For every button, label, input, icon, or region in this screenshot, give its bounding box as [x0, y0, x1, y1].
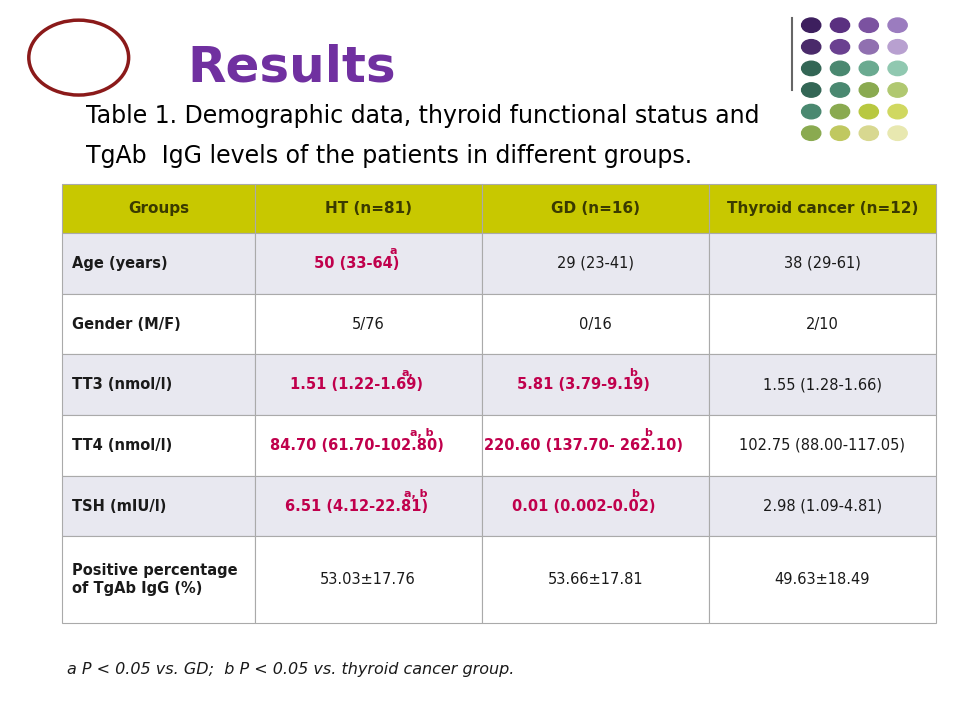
Circle shape: [888, 61, 907, 76]
Bar: [708, 294, 936, 354]
Bar: [254, 184, 482, 233]
Text: 1.51 (1.22-1.69): 1.51 (1.22-1.69): [290, 377, 423, 392]
Bar: [482, 184, 708, 233]
Bar: [62, 354, 254, 415]
Bar: [482, 233, 708, 294]
Bar: [254, 415, 482, 476]
Text: Gender (M/F): Gender (M/F): [72, 317, 180, 331]
Text: b: b: [629, 367, 637, 377]
Text: 6.51 (4.12-22.81): 6.51 (4.12-22.81): [285, 499, 428, 513]
Bar: [62, 415, 254, 476]
Circle shape: [859, 40, 878, 54]
Bar: [254, 536, 482, 623]
Bar: [708, 536, 936, 623]
Circle shape: [859, 61, 878, 76]
Text: b: b: [632, 489, 639, 499]
Bar: [62, 476, 254, 536]
Text: a: a: [390, 246, 396, 256]
Bar: [482, 415, 708, 476]
Text: Groups: Groups: [128, 201, 189, 216]
Text: 5/76: 5/76: [351, 317, 385, 331]
Text: 2/10: 2/10: [806, 317, 839, 331]
Bar: [482, 294, 708, 354]
Bar: [62, 184, 254, 233]
Text: 29 (23-41): 29 (23-41): [557, 256, 634, 271]
Text: 84.70 (61.70-102.80): 84.70 (61.70-102.80): [270, 438, 444, 453]
Circle shape: [830, 40, 850, 54]
Text: TSH (mIU/l): TSH (mIU/l): [72, 499, 166, 513]
Bar: [708, 233, 936, 294]
Bar: [254, 294, 482, 354]
Text: 50 (33-64): 50 (33-64): [314, 256, 399, 271]
Bar: [482, 536, 708, 623]
Text: 1.55 (1.28-1.66): 1.55 (1.28-1.66): [763, 377, 882, 392]
Circle shape: [830, 104, 850, 119]
Bar: [708, 476, 936, 536]
Bar: [62, 233, 254, 294]
Circle shape: [830, 18, 850, 32]
Bar: [708, 184, 936, 233]
Text: a, b: a, b: [410, 428, 434, 438]
Text: Age (years): Age (years): [72, 256, 168, 271]
Bar: [482, 354, 708, 415]
Text: 0.01 (0.002-0.02): 0.01 (0.002-0.02): [512, 499, 656, 513]
Circle shape: [830, 83, 850, 97]
Text: Results: Results: [187, 43, 396, 91]
Bar: [254, 476, 482, 536]
Circle shape: [888, 18, 907, 32]
Circle shape: [859, 104, 878, 119]
Circle shape: [859, 18, 878, 32]
Circle shape: [888, 83, 907, 97]
Text: 2.98 (1.09-4.81): 2.98 (1.09-4.81): [763, 499, 882, 513]
Bar: [708, 415, 936, 476]
Text: GD (n=16): GD (n=16): [551, 201, 639, 216]
Text: 38 (29-61): 38 (29-61): [784, 256, 861, 271]
Text: a P < 0.05 vs. GD;  b P < 0.05 vs. thyroid cancer group.: a P < 0.05 vs. GD; b P < 0.05 vs. thyroi…: [67, 662, 515, 678]
Bar: [254, 354, 482, 415]
Text: Table 1. Demographic data, thyroid functional status and: Table 1. Demographic data, thyroid funct…: [86, 104, 760, 128]
Circle shape: [888, 104, 907, 119]
Text: a,: a,: [402, 367, 414, 377]
Text: 0/16: 0/16: [579, 317, 612, 331]
Text: 49.63±18.49: 49.63±18.49: [775, 572, 870, 587]
Text: 102.75 (88.00-117.05): 102.75 (88.00-117.05): [739, 438, 905, 453]
Circle shape: [802, 104, 821, 119]
Bar: [254, 233, 482, 294]
Text: 53.66±17.81: 53.66±17.81: [547, 572, 643, 587]
Bar: [62, 536, 254, 623]
Circle shape: [888, 40, 907, 54]
Bar: [708, 354, 936, 415]
Text: Positive percentage
of TgAb IgG (%): Positive percentage of TgAb IgG (%): [72, 564, 238, 596]
Text: 5.81 (3.79-9.19): 5.81 (3.79-9.19): [517, 377, 650, 392]
Circle shape: [802, 40, 821, 54]
Text: Thyroid cancer (n=12): Thyroid cancer (n=12): [727, 201, 918, 216]
Circle shape: [830, 61, 850, 76]
Bar: [62, 294, 254, 354]
Bar: [482, 476, 708, 536]
Circle shape: [802, 83, 821, 97]
Text: a, b: a, b: [404, 489, 427, 499]
Text: TT3 (nmol/l): TT3 (nmol/l): [72, 377, 172, 392]
Text: HT (n=81): HT (n=81): [324, 201, 412, 216]
Circle shape: [802, 18, 821, 32]
Circle shape: [802, 61, 821, 76]
Circle shape: [859, 126, 878, 140]
Text: 53.03±17.76: 53.03±17.76: [321, 572, 416, 587]
Text: TT4 (nmol/l): TT4 (nmol/l): [72, 438, 172, 453]
Circle shape: [802, 126, 821, 140]
Text: b: b: [644, 428, 652, 438]
Circle shape: [830, 126, 850, 140]
Circle shape: [888, 126, 907, 140]
Circle shape: [859, 83, 878, 97]
Text: 220.60 (137.70- 262.10): 220.60 (137.70- 262.10): [484, 438, 684, 453]
Text: TgAb  IgG levels of the patients in different groups.: TgAb IgG levels of the patients in diffe…: [86, 144, 692, 168]
